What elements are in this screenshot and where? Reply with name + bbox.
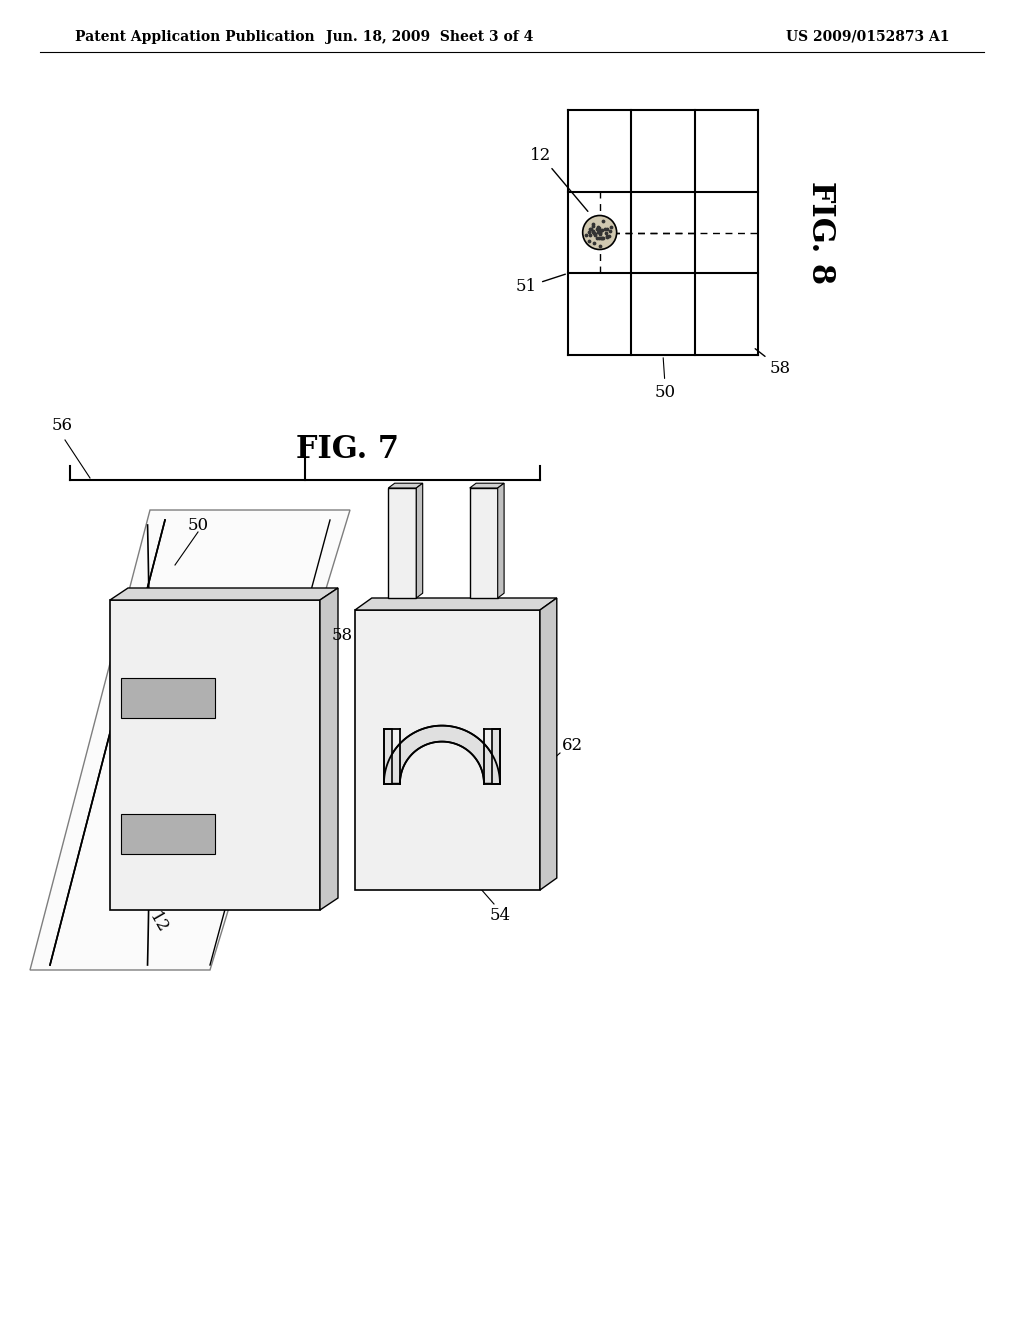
Point: [586, 232, 602, 253]
Text: 12: 12: [530, 147, 588, 211]
Point: [601, 224, 617, 246]
Point: [592, 235, 608, 256]
Polygon shape: [470, 483, 504, 488]
Polygon shape: [121, 814, 215, 854]
Point: [581, 230, 597, 251]
Text: 62: 62: [562, 737, 583, 754]
Polygon shape: [384, 726, 500, 784]
Point: [585, 215, 601, 236]
Polygon shape: [417, 483, 423, 598]
Text: FIG. 7: FIG. 7: [297, 434, 399, 466]
Point: [590, 218, 606, 239]
Polygon shape: [30, 510, 350, 970]
Point: [597, 219, 613, 240]
Text: 50: 50: [655, 358, 676, 401]
Point: [592, 220, 608, 242]
Text: 51: 51: [516, 275, 565, 296]
Text: US 2009/0152873 A1: US 2009/0152873 A1: [786, 30, 950, 44]
Point: [592, 224, 608, 246]
Point: [591, 218, 607, 239]
Text: FIG. 8: FIG. 8: [805, 181, 836, 284]
Text: 58: 58: [755, 348, 792, 378]
Point: [585, 214, 601, 235]
Text: 54: 54: [490, 907, 511, 924]
Polygon shape: [110, 601, 319, 909]
Point: [603, 216, 620, 238]
Polygon shape: [470, 488, 498, 598]
Polygon shape: [110, 587, 338, 601]
Text: 56: 56: [51, 417, 73, 434]
Point: [586, 222, 602, 243]
Point: [585, 220, 601, 242]
Ellipse shape: [583, 215, 616, 249]
Polygon shape: [121, 677, 215, 718]
Point: [601, 220, 617, 242]
Polygon shape: [388, 483, 423, 488]
Polygon shape: [540, 598, 557, 890]
Point: [595, 228, 611, 249]
Polygon shape: [492, 729, 500, 784]
Point: [594, 219, 610, 240]
Point: [588, 224, 604, 246]
Point: [592, 222, 608, 243]
Point: [591, 219, 607, 240]
Polygon shape: [388, 488, 417, 598]
Polygon shape: [498, 483, 504, 598]
Polygon shape: [355, 598, 557, 610]
Point: [598, 219, 614, 240]
Text: Patent Application Publication: Patent Application Publication: [75, 30, 314, 44]
Point: [591, 227, 607, 248]
Point: [581, 222, 597, 243]
Point: [595, 210, 611, 231]
Point: [593, 227, 609, 248]
Point: [592, 222, 608, 243]
Point: [582, 219, 598, 240]
Polygon shape: [384, 729, 392, 784]
Point: [585, 220, 601, 242]
Point: [589, 219, 605, 240]
Text: Jun. 18, 2009  Sheet 3 of 4: Jun. 18, 2009 Sheet 3 of 4: [327, 30, 534, 44]
Polygon shape: [355, 610, 540, 890]
Text: 12: 12: [145, 909, 170, 936]
Point: [590, 216, 606, 238]
Point: [582, 224, 598, 246]
Point: [599, 227, 615, 248]
Text: 50: 50: [188, 517, 209, 535]
Point: [578, 224, 594, 246]
Polygon shape: [319, 587, 338, 909]
Point: [598, 226, 614, 247]
Point: [583, 218, 599, 239]
Point: [590, 222, 606, 243]
Text: 58: 58: [332, 627, 353, 644]
Point: [594, 228, 610, 249]
Point: [589, 227, 605, 248]
Point: [598, 223, 614, 244]
Point: [587, 223, 603, 244]
